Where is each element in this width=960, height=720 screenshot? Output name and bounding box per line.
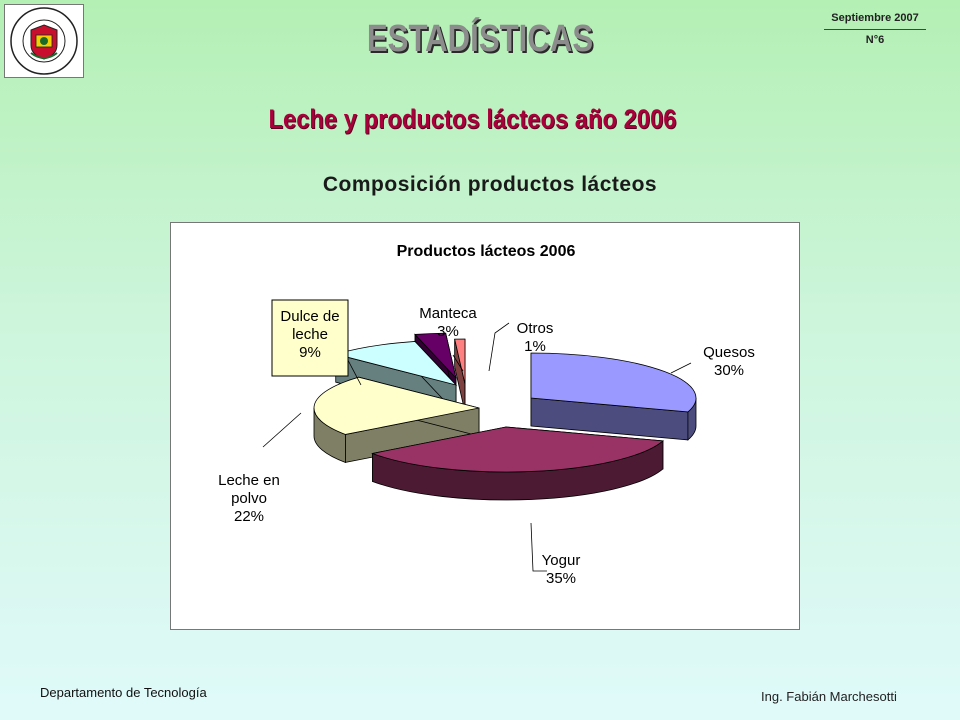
slice-label-quesos: Quesos 30% xyxy=(703,344,755,379)
pie-chart: Productos lácteos 2006 Quesos 30% Yogur 35%… xyxy=(218,243,755,587)
label-box-dulce-de-leche xyxy=(271,299,349,377)
leader-line-otros xyxy=(488,322,510,372)
footer-author: Ing. Fabián Marchesotti xyxy=(761,689,897,704)
seal-icon xyxy=(10,7,78,75)
footer-department: Departamento de Tecnología xyxy=(40,685,207,700)
leader-line-manteca xyxy=(452,354,464,372)
slice-label-manteca: Manteca 3% xyxy=(419,305,477,340)
slice-top-quesos xyxy=(530,352,697,413)
chart-title: Productos lácteos 2006 xyxy=(397,243,576,260)
slice-top-yogur xyxy=(371,426,664,473)
university-logo xyxy=(4,4,84,78)
slice-top-otros xyxy=(454,338,466,385)
slice-label-leche-en-polvo: Leche en polvo 22% xyxy=(218,472,280,525)
slice-label-dulce-de-leche: Dulce de leche 9% xyxy=(280,308,339,361)
slice-label-yogur: Yogur 35% xyxy=(542,552,581,587)
slice-top-manteca xyxy=(414,332,457,380)
leader-line-yogur xyxy=(530,522,547,572)
date-label: Septiembre 2007 xyxy=(831,12,919,24)
leader-line-leche-en-polvo xyxy=(262,412,302,448)
pie-tops xyxy=(313,332,697,473)
section-title: Composición productos lácteos xyxy=(322,173,658,196)
slide-number: N°6 xyxy=(865,34,885,46)
date-divider xyxy=(824,29,926,30)
date-block: Septiembre 2007 N°6 xyxy=(820,12,930,46)
slice-top-leche-en-polvo xyxy=(313,376,480,435)
slice-label-otros: Otros 1% xyxy=(517,320,554,355)
subtitle: Leche y productos lácteos año 2006 xyxy=(268,104,677,134)
chart-panel: Productos lácteos 2006 Quesos 30% Yogur 35%… xyxy=(170,222,800,630)
leader-line-quesos xyxy=(670,362,692,374)
page-title: ESTADÍSTICAS xyxy=(366,18,594,60)
